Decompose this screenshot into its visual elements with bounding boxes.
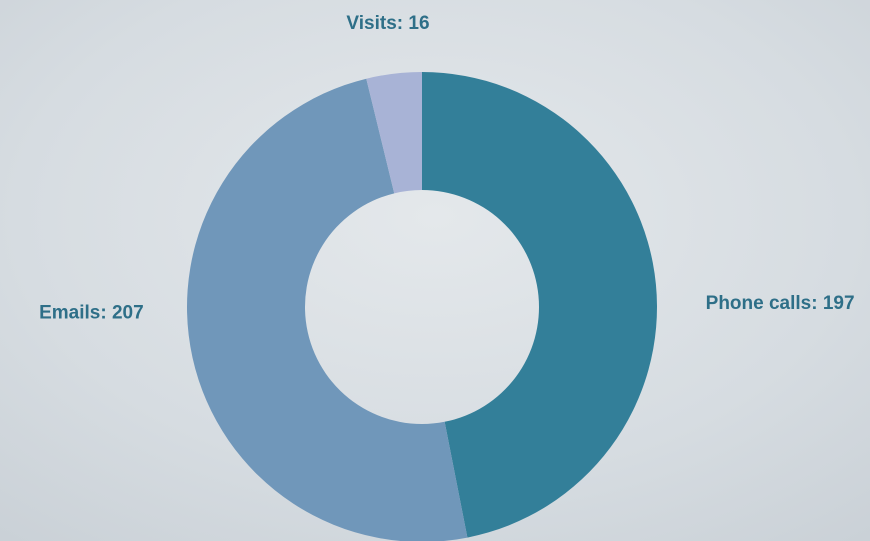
data-label: Emails: 207: [39, 302, 144, 323]
data-label: Visits: 16: [346, 13, 429, 34]
chart: Phone calls: 197 Emails: 207 Visits: 16: [0, 0, 870, 541]
data-label: Phone calls: 197: [706, 293, 855, 314]
page: Phone calls: 197Emails: 207Visits: 16 ((…: [0, 0, 870, 541]
